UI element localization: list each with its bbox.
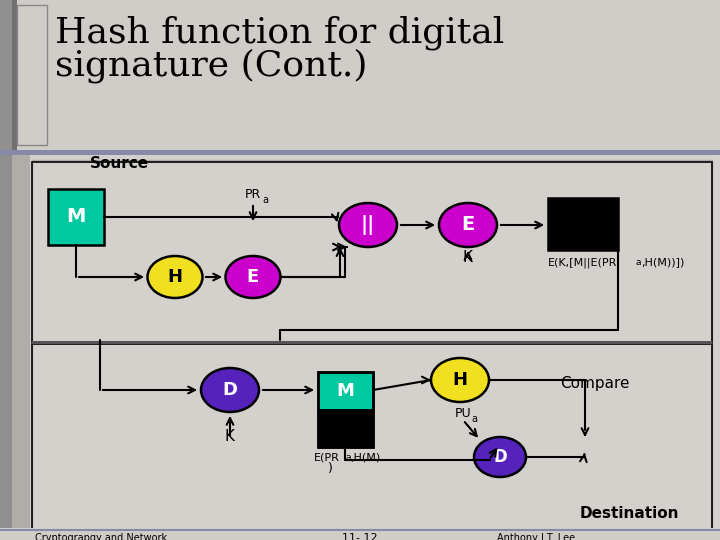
Bar bbox=[32, 160, 712, 530]
Ellipse shape bbox=[148, 256, 202, 298]
Text: D: D bbox=[222, 381, 238, 399]
Text: Anthony J.T. Lee
Dept. of Information Management, NTU: Anthony J.T. Lee Dept. of Information Ma… bbox=[497, 533, 690, 540]
Text: ,H(M): ,H(M) bbox=[350, 452, 380, 462]
Bar bbox=[0, 0, 12, 540]
Text: H: H bbox=[168, 268, 182, 286]
Text: E(K,[M||E(PR: E(K,[M||E(PR bbox=[548, 257, 617, 267]
Text: Cryptograpgy and Network
Security: Cryptograpgy and Network Security bbox=[35, 533, 167, 540]
Text: K: K bbox=[225, 429, 235, 444]
Text: PU: PU bbox=[455, 407, 472, 420]
Bar bbox=[318, 410, 373, 447]
Text: D: D bbox=[493, 448, 507, 466]
Bar bbox=[548, 198, 618, 250]
Bar bbox=[32, 162, 712, 342]
Ellipse shape bbox=[474, 437, 526, 477]
Bar bbox=[12, 155, 30, 540]
Text: Compare: Compare bbox=[560, 376, 629, 391]
Text: a: a bbox=[636, 258, 642, 267]
Bar bbox=[17, 5, 47, 145]
Bar bbox=[318, 372, 373, 447]
Text: a: a bbox=[262, 195, 268, 205]
Text: a: a bbox=[471, 414, 477, 424]
Text: E: E bbox=[462, 215, 474, 234]
Text: E: E bbox=[247, 268, 259, 286]
Text: PR: PR bbox=[245, 188, 261, 201]
Ellipse shape bbox=[439, 203, 497, 247]
Text: Source: Source bbox=[90, 156, 149, 171]
Text: Destination: Destination bbox=[580, 506, 680, 521]
Text: signature (Cont.): signature (Cont.) bbox=[55, 48, 367, 83]
Text: ||: || bbox=[361, 215, 375, 235]
Text: M: M bbox=[336, 382, 354, 400]
Text: H: H bbox=[452, 371, 467, 389]
Text: M: M bbox=[66, 207, 86, 226]
Bar bbox=[12, 155, 720, 540]
Text: Hash function for digital: Hash function for digital bbox=[55, 15, 505, 50]
Text: E(PR: E(PR bbox=[314, 452, 340, 462]
Text: K: K bbox=[463, 250, 473, 265]
Bar bbox=[48, 189, 104, 245]
Ellipse shape bbox=[339, 203, 397, 247]
Bar bbox=[0, 529, 720, 531]
Text: a: a bbox=[345, 453, 351, 462]
Bar bbox=[318, 372, 373, 410]
Text: ): ) bbox=[328, 462, 333, 475]
Bar bbox=[0, 150, 720, 155]
Bar bbox=[32, 344, 712, 530]
Ellipse shape bbox=[225, 256, 281, 298]
Bar bbox=[12, 0, 17, 150]
Bar bbox=[32, 341, 712, 344]
Ellipse shape bbox=[201, 368, 259, 412]
Text: 11- 12: 11- 12 bbox=[342, 533, 378, 540]
Ellipse shape bbox=[431, 358, 489, 402]
Text: ,H(M))]): ,H(M))]) bbox=[641, 257, 685, 267]
Bar bbox=[0, 528, 720, 540]
